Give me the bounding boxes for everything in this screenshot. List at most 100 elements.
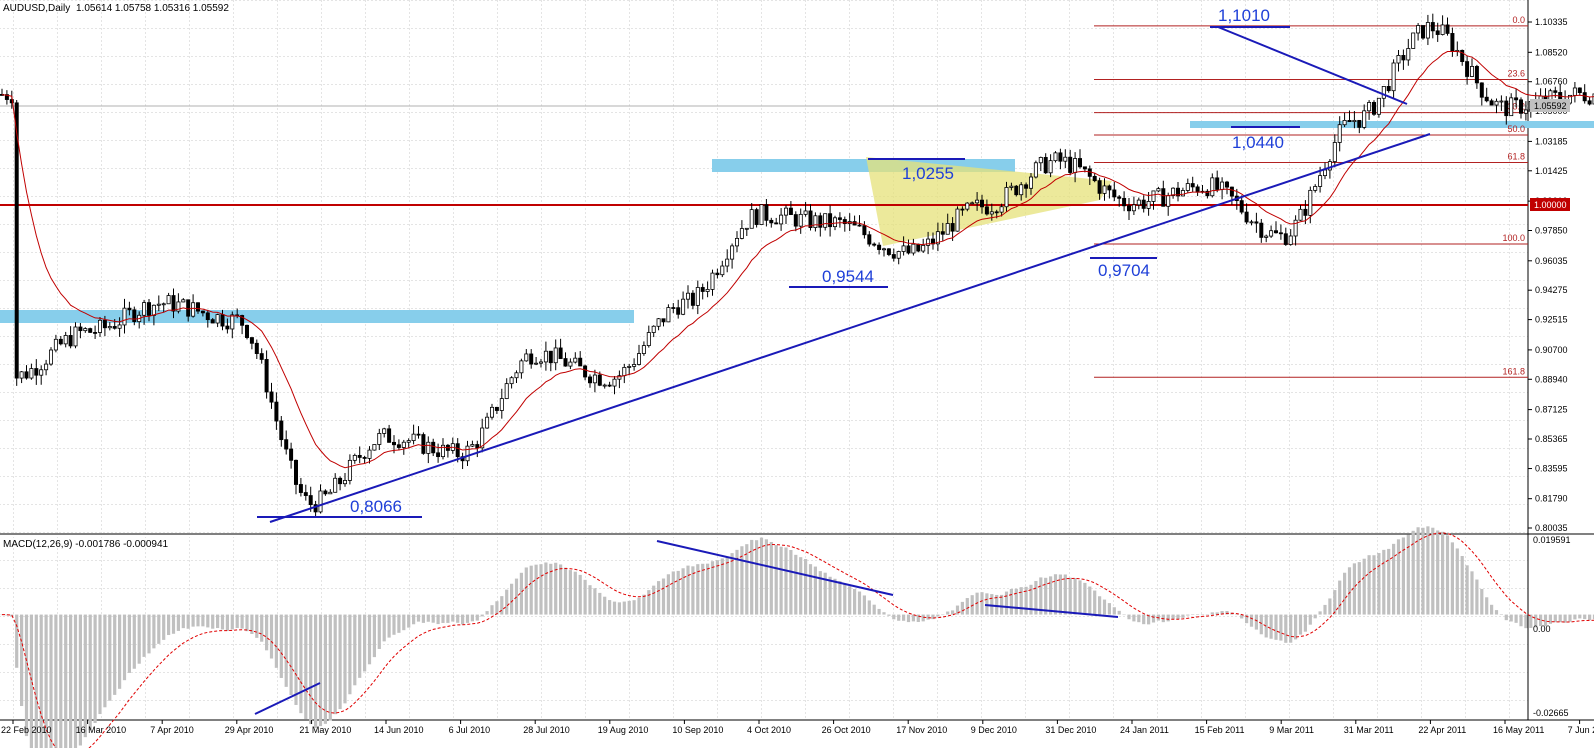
fib-level-label: 100.0 (1502, 233, 1525, 243)
macd-bar (235, 614, 239, 629)
macd-bar (936, 614, 940, 617)
candle-body (739, 228, 744, 239)
candle-body (632, 364, 637, 367)
macd-bar (1313, 614, 1317, 619)
candle-body (573, 357, 578, 363)
candle-body (1425, 22, 1430, 39)
macd-bar (1494, 610, 1499, 615)
candle-body (798, 213, 803, 227)
time-tick-label: 15 Feb 2011 (1195, 725, 1245, 735)
candle-body (999, 206, 1004, 213)
macd-bar (1249, 614, 1254, 627)
candle-body (710, 272, 715, 290)
candle-body (1092, 175, 1097, 182)
price-tick-label: 1.01425 (1535, 166, 1568, 176)
candle-body (1014, 185, 1019, 196)
candle-body (494, 406, 499, 411)
macd-bar (1205, 614, 1209, 616)
macd-bar (661, 578, 666, 615)
macd-bar (1470, 571, 1474, 615)
macd-bar (897, 614, 901, 621)
candle-body (117, 324, 122, 329)
macd-bar (1431, 527, 1435, 615)
candle-body (1347, 120, 1352, 123)
macd-bar (740, 546, 744, 615)
macd-bar (421, 614, 425, 623)
macd-bar (823, 572, 827, 615)
macd-bar (1558, 614, 1562, 623)
macd-bar (1264, 614, 1268, 638)
macd-bar (1147, 614, 1151, 625)
macd-bar (1416, 527, 1420, 615)
price-tick-label: 0.85365 (1535, 434, 1568, 444)
candle-body (592, 374, 597, 384)
chart-symbol: AUDUSD,Daily (3, 3, 70, 14)
candle-body (411, 433, 416, 441)
time-tick-label: 16 May 2011 (1493, 725, 1544, 735)
candle-body (4, 94, 9, 100)
macd-bar (1333, 590, 1337, 615)
macd-bar (1279, 614, 1283, 641)
macd-bar (1338, 580, 1342, 615)
time-tick-label: 31 Mar 2011 (1344, 725, 1394, 735)
macd-bar (1426, 526, 1430, 615)
macd-bar (397, 614, 401, 633)
candle-body (352, 454, 357, 461)
time-tick-label: 21 May 2010 (299, 725, 351, 735)
current-price-tag (1530, 99, 1570, 112)
macd-bar (755, 540, 759, 615)
macd-bar (470, 614, 474, 622)
macd-bar (1200, 614, 1205, 615)
macd-bar (1573, 614, 1577, 620)
macd-bar (1117, 610, 1121, 615)
macd-bar (1529, 614, 1533, 628)
parity-price-tag (1530, 198, 1570, 211)
candle-body (1523, 109, 1528, 114)
macd-bar (1053, 574, 1058, 615)
macd-bar (735, 549, 739, 615)
candle-body (823, 213, 828, 228)
price-tick-label: 1.08520 (1535, 47, 1568, 57)
candle-body (641, 345, 646, 354)
macd-bar (764, 539, 768, 615)
macd-bar (225, 614, 229, 631)
macd-bar (1548, 614, 1552, 624)
time-axis[interactable]: 22 Feb 2010 16 Mar 2010 7 Apr 2010 29 Apr 2… (1, 720, 1594, 735)
time-tick-label: 7 Jun 2011 (1568, 725, 1594, 735)
annotation-triangle-top: 1,0255 (902, 164, 954, 183)
candle-body (744, 227, 749, 230)
candle-body (480, 427, 485, 449)
macd-bar (789, 550, 793, 615)
candle-body (690, 292, 695, 306)
candle-body (14, 102, 19, 379)
time-tick-label: 6 Jul 2010 (449, 725, 491, 735)
candle-body (833, 217, 838, 228)
candle-body (808, 210, 813, 228)
candle-body (230, 314, 235, 330)
candle-body (1166, 195, 1171, 207)
candle-body (1332, 142, 1337, 162)
candle-body (436, 452, 441, 458)
candle-body (186, 299, 191, 317)
macd-bar (113, 614, 117, 695)
macd-bar (603, 596, 607, 615)
candle-body (1117, 196, 1122, 199)
candle-body (1582, 92, 1587, 102)
macd-bar (490, 605, 494, 615)
candle-body (200, 310, 205, 314)
candle-body (548, 350, 553, 364)
candle-body (416, 433, 421, 436)
candle-body (882, 248, 887, 251)
macd-bar (456, 614, 460, 623)
macd-bar (872, 604, 876, 615)
candle-body (1406, 48, 1411, 61)
candle-body (1244, 211, 1249, 223)
candle-body (1337, 124, 1342, 143)
candle-body (749, 209, 754, 229)
candle-body (975, 199, 980, 204)
candle-body (607, 384, 612, 387)
macd-bar (54, 614, 58, 753)
macd-bar (1014, 588, 1018, 615)
macd-bar (701, 563, 705, 615)
